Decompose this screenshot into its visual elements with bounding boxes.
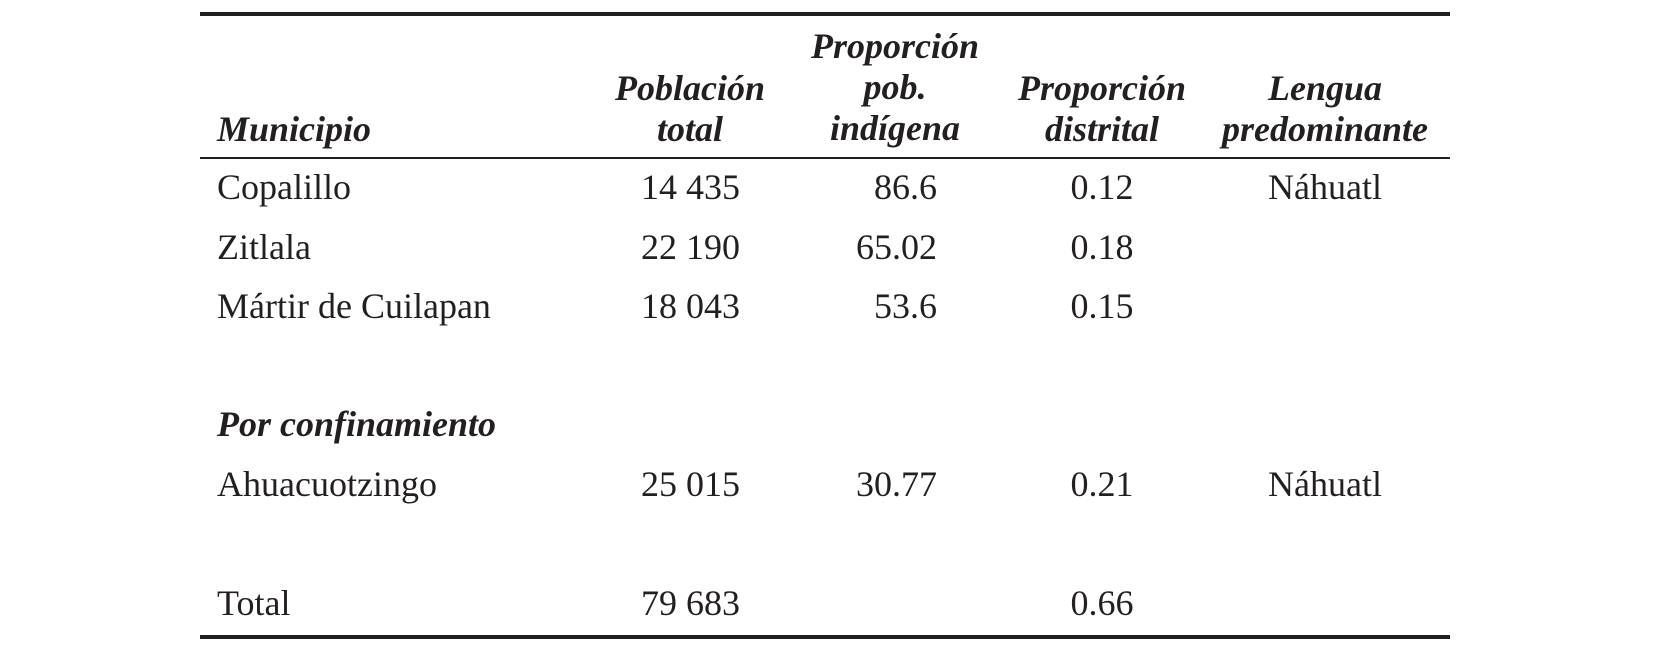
bottom-rule [200, 635, 1450, 639]
top-rule [200, 12, 1450, 16]
cell-proporcion-indigena: 86.6 [874, 167, 937, 207]
cell-proporcion-distrital: 0.12 [1070, 167, 1134, 207]
cell-proporcion-distrital: 0.15 [1070, 286, 1134, 326]
cell-poblacion: 18 043 [641, 286, 740, 326]
cell-municipio: Copalillo [217, 167, 351, 207]
cell-municipio: Mártir de Cuilapan [217, 286, 491, 326]
header-municipio: Municipio [217, 109, 372, 149]
cell-poblacion: 22 190 [641, 227, 740, 267]
header-proporcion-pob-indigena: Proporción pob. indígena [810, 26, 979, 148]
cell-proporcion-distrital: 0.21 [1070, 464, 1134, 504]
cell-poblacion: 14 435 [641, 167, 740, 207]
header-proporcion-distrital: Proporción distrital [1017, 68, 1186, 149]
total-label: Total [217, 583, 291, 623]
cell-proporcion-distrital: 0.18 [1070, 227, 1134, 267]
cell-proporcion-indigena: 30.77 [856, 464, 937, 504]
header-rule [200, 157, 1450, 159]
cell-lengua: Náhuatl [1268, 167, 1382, 207]
cell-poblacion: 25 015 [641, 464, 740, 504]
total-proporcion-distrital: 0.66 [1070, 583, 1134, 623]
header-lengua-predominante: Lengua predominante [1221, 68, 1428, 149]
cell-municipio: Zitlala [217, 227, 311, 267]
cell-lengua: Náhuatl [1268, 464, 1382, 504]
section-label-por-confinamiento: Por confinamiento [217, 404, 497, 444]
total-poblacion: 79 683 [641, 583, 740, 623]
cell-proporcion-indigena: 65.02 [856, 227, 937, 267]
cell-municipio: Ahuacuotzingo [217, 464, 437, 504]
header-poblacion-total: Población total [615, 68, 765, 149]
cell-proporcion-indigena: 53.6 [874, 286, 937, 326]
